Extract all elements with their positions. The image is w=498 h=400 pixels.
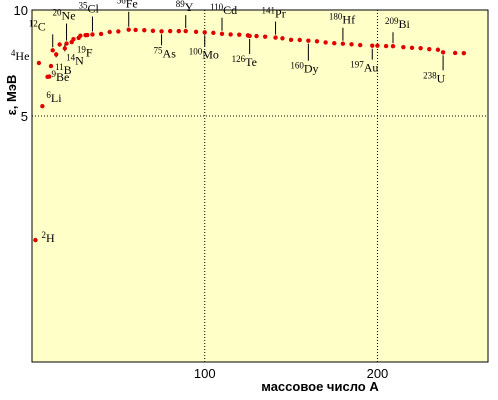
data-point [254, 33, 259, 39]
data-points [33, 27, 467, 243]
plot-frame [31, 9, 489, 363]
isotope-label: 9Be [52, 69, 70, 84]
data-point [375, 43, 380, 48]
y-tick-label-5: 5 [21, 109, 28, 124]
data-point [85, 32, 90, 38]
y-tick-label-10: 10 [14, 3, 28, 18]
data-point [78, 33, 83, 38]
isotope-label: 238U [423, 70, 446, 85]
data-point [57, 42, 62, 47]
isotope-label: 89Y [176, 0, 194, 14]
data-point [435, 47, 441, 52]
isotope-label: 35Cl [78, 0, 99, 15]
data-point [47, 74, 52, 79]
data-point [62, 46, 68, 51]
data-point [90, 32, 95, 37]
data-point [36, 60, 42, 66]
data-point [142, 28, 147, 33]
isotope-label: 19F [77, 44, 93, 59]
data-point [64, 41, 69, 46]
data-point [133, 27, 138, 33]
data-point [176, 28, 182, 34]
isotope-label: 20Ne [53, 8, 76, 23]
data-point [237, 32, 242, 37]
isotope-label: 197Au [350, 60, 378, 75]
data-point [297, 37, 302, 43]
data-point [71, 37, 76, 42]
isotope-label: 14N [66, 52, 84, 67]
data-point [288, 37, 294, 42]
data-point [340, 41, 346, 46]
isotope-label: 126Te [232, 54, 257, 69]
isotope-label: 180Hf [329, 12, 355, 27]
data-point [409, 45, 415, 50]
data-point [193, 29, 199, 35]
data-point [440, 50, 446, 55]
data-point [427, 46, 432, 52]
data-point [228, 32, 233, 37]
data-point [383, 43, 389, 49]
data-point [159, 29, 164, 34]
isotope-label: 75As [154, 45, 177, 60]
data-point [167, 28, 173, 34]
isotope-label: 209Bi [385, 16, 411, 31]
isotope-label: 11B [55, 62, 72, 77]
data-point [306, 38, 311, 43]
data-point [262, 34, 268, 39]
data-point [40, 103, 45, 109]
isotope-label: 6Li [46, 90, 62, 105]
y-axis-title: ε, МэВ [4, 75, 19, 116]
data-point [452, 50, 458, 56]
data-point [219, 31, 225, 36]
data-point [280, 36, 285, 41]
data-point [357, 42, 363, 48]
data-point [273, 35, 278, 40]
isotope-label: 110Cd [210, 2, 237, 17]
plot-background [32, 10, 488, 362]
x-tick-label-100: 100 [194, 366, 216, 381]
data-point [53, 52, 59, 57]
data-point [418, 45, 423, 51]
data-point [349, 42, 354, 47]
data-point [116, 29, 121, 34]
data-point [126, 27, 131, 32]
data-point [370, 43, 375, 48]
data-point [107, 29, 112, 35]
isotope-label: 160Dy [290, 61, 318, 76]
x-tick-label-200: 200 [367, 366, 389, 381]
data-point [323, 40, 328, 45]
isotope-label: 2H [41, 230, 55, 245]
data-point [98, 31, 104, 37]
data-point [314, 39, 320, 44]
isotope-label: 56Fe [117, 0, 138, 11]
isotope-label: 100Mo [189, 46, 219, 61]
isotope-label: 141Pr [262, 6, 286, 21]
data-point [33, 237, 38, 243]
isotope-label: 4He [11, 48, 30, 63]
isotope-label: 12C [29, 18, 46, 33]
data-point [401, 45, 406, 50]
data-point [50, 48, 55, 53]
data-point [461, 50, 467, 56]
data-point [390, 44, 396, 49]
data-point [332, 40, 337, 46]
x-axis-title: массовое число A [261, 379, 379, 394]
data-point [150, 28, 156, 33]
data-point [183, 28, 188, 34]
data-point [48, 63, 54, 69]
data-point [211, 30, 216, 36]
data-point [247, 33, 252, 39]
data-point [202, 30, 207, 35]
